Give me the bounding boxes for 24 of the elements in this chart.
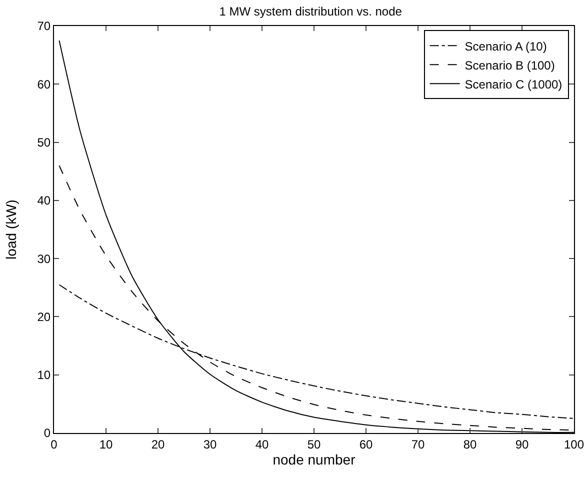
x-axis-title: node number (272, 452, 356, 468)
y-tick-label: 70 (37, 19, 51, 34)
y-tick-label: 30 (37, 252, 51, 266)
chart-title: 1 MW system distribution vs. node (219, 4, 402, 19)
x-tick-label: 30 (203, 437, 217, 452)
legend-label: Scenario B (100) (464, 58, 555, 72)
y-tick-label: 50 (37, 135, 51, 150)
x-tick-label: 10 (99, 437, 113, 452)
legend-label: Scenario C (1000) (464, 77, 562, 92)
x-tick-label: 100 (564, 437, 584, 452)
x-tick-label: 40 (255, 437, 269, 452)
x-tick-label: 50 (307, 437, 321, 452)
x-tick-label: 90 (515, 437, 529, 452)
y-tick-label: 0 (44, 426, 51, 440)
x-tick-label: 20 (151, 437, 165, 452)
y-tick-label: 40 (37, 194, 51, 208)
legend-label: Scenario A (10) (464, 39, 547, 54)
y-tick-label: 20 (37, 310, 51, 324)
x-tick-label: 70 (411, 437, 425, 452)
x-tick-label: 80 (463, 437, 477, 452)
y-axis-title: load (kW) (3, 200, 19, 260)
x-tick-label: 60 (359, 437, 373, 452)
y-tick-label: 60 (37, 77, 51, 92)
y-tick-label: 10 (37, 368, 51, 382)
